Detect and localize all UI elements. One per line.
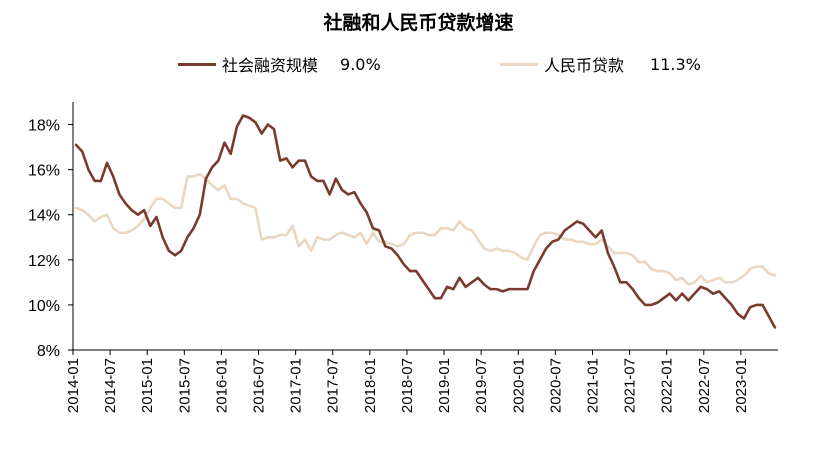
legend-swatch-social-financing	[178, 62, 216, 66]
x-tick-label: 2022-07	[696, 358, 713, 413]
x-tick-label: 2021-07	[622, 358, 639, 413]
x-tick-label: 2015-01	[139, 358, 156, 413]
legend-label-social-financing: 社会融资规模	[222, 56, 319, 75]
series-line-social-financing	[74, 114, 777, 329]
x-tick-label: 2014-07	[102, 358, 119, 413]
x-tick-label: 2016-01	[213, 358, 230, 413]
x-tick-label: 2014-01	[65, 358, 82, 413]
x-tick-label: 2018-07	[399, 358, 416, 413]
legend-item-rmb-loans: 人民币贷款 11.3%	[500, 52, 701, 76]
x-tick-label: 2023-01	[733, 358, 750, 413]
y-axis: 8% 10% 12% 14% 16% 18%	[28, 102, 74, 360]
x-tick-label: 2018-01	[362, 358, 379, 413]
x-tick-label: 2017-01	[288, 358, 305, 413]
y-tick-label: 10%	[28, 298, 60, 315]
x-tick-label: 2021-01	[584, 358, 601, 413]
x-tick-label: 2019-01	[436, 358, 453, 413]
y-tick-label: 12%	[28, 253, 60, 270]
series-layer	[74, 114, 777, 329]
legend-swatch-rmb-loans	[500, 62, 538, 66]
legend-value-rmb-loans: 11.3%	[650, 54, 701, 74]
y-tick-label: 18%	[28, 118, 60, 135]
chart-title: 社融和人民币贷款增速	[323, 12, 514, 34]
x-tick-label: 2015-07	[176, 358, 193, 413]
series-line-rmb-loans	[74, 172, 777, 286]
legend-label-rmb-loans: 人民币贷款	[544, 56, 625, 75]
y-tick-label: 14%	[28, 208, 60, 225]
legend-value-social-financing: 9.0%	[340, 54, 381, 74]
x-tick-label: 2017-07	[325, 358, 342, 413]
x-tick-label: 2019-07	[473, 358, 490, 413]
x-tick-label: 2020-07	[547, 358, 564, 413]
x-tick-label: 2016-07	[251, 358, 268, 413]
x-tick-label: 2020-01	[510, 358, 527, 413]
y-tick-label: 16%	[28, 163, 60, 180]
legend-item-social-financing: 社会融资规模 9.0%	[178, 52, 381, 76]
x-tick-label: 2022-01	[659, 358, 676, 413]
x-axis: 2014-01 2014-07 2015-01 2015-07 2016-01 2016-…	[65, 349, 778, 413]
y-tick-label: 8%	[37, 343, 60, 360]
